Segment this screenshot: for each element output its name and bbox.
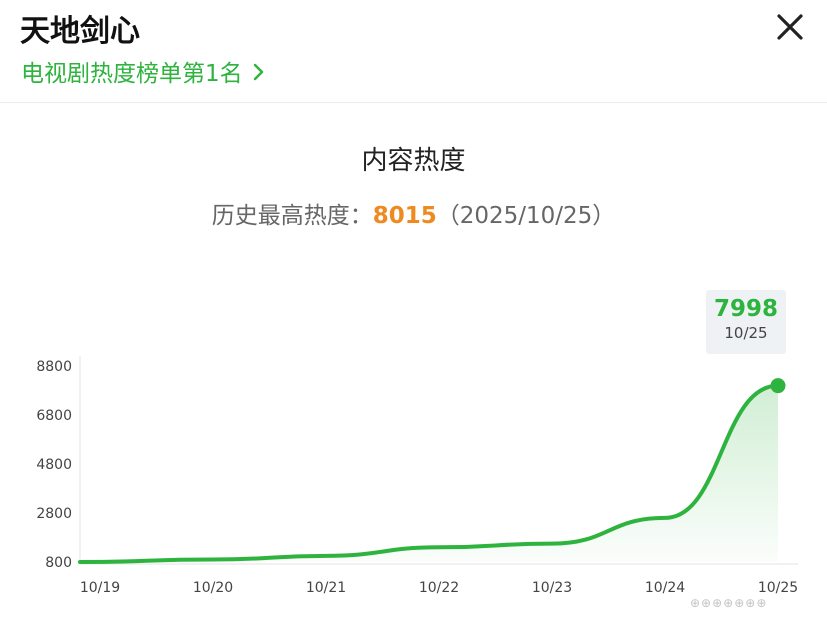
tooltip-date: 10/25	[724, 324, 768, 342]
x-tick-label: 10/25	[758, 580, 798, 596]
close-icon[interactable]	[770, 7, 810, 47]
series-line	[78, 383, 780, 564]
tooltip-value: 7998	[713, 296, 778, 322]
x-tick-label: 10/19	[80, 580, 120, 596]
y-tick-label: 4800	[36, 457, 72, 473]
header: 天地剑心 电视剧热度榜单第1名	[0, 0, 827, 103]
peak-value: 8015	[372, 203, 437, 229]
x-tick-label: 10/21	[306, 580, 346, 596]
x-tick-label: 10/24	[645, 580, 685, 596]
show-title: 天地剑心	[20, 14, 140, 49]
y-tick-label: 2800	[36, 506, 72, 522]
watermark: ⊕⊕⊕⊕⊕⊕⊕	[690, 596, 768, 610]
ranking-link[interactable]: 电视剧热度榜单第1名	[21, 54, 269, 88]
peak-date: （2025/10/25）	[436, 203, 616, 229]
chevron-right-icon	[253, 63, 263, 81]
heat-chart: 8800 6800 4800 2800 800 10/19 10/20 10/21 10/22 1…	[36, 356, 798, 596]
y-tick-label: 8800	[36, 359, 72, 375]
peak-label: 历史最高热度：	[211, 203, 373, 229]
x-tick-label: 10/20	[193, 580, 233, 596]
y-tick-label: 800	[45, 555, 72, 571]
y-tick-label: 6800	[36, 408, 72, 424]
last-point-marker	[770, 378, 786, 394]
ranking-link-label: 电视剧热度榜单第1名	[21, 61, 243, 87]
x-tick-label: 10/23	[532, 580, 572, 596]
chart-tooltip: 7998 10/25	[706, 290, 786, 354]
series-area	[80, 385, 778, 562]
section-title: 内容热度	[361, 146, 466, 176]
x-tick-label: 10/22	[419, 580, 459, 596]
peak-heat: 历史最高热度：8015（2025/10/25）	[0, 196, 827, 230]
